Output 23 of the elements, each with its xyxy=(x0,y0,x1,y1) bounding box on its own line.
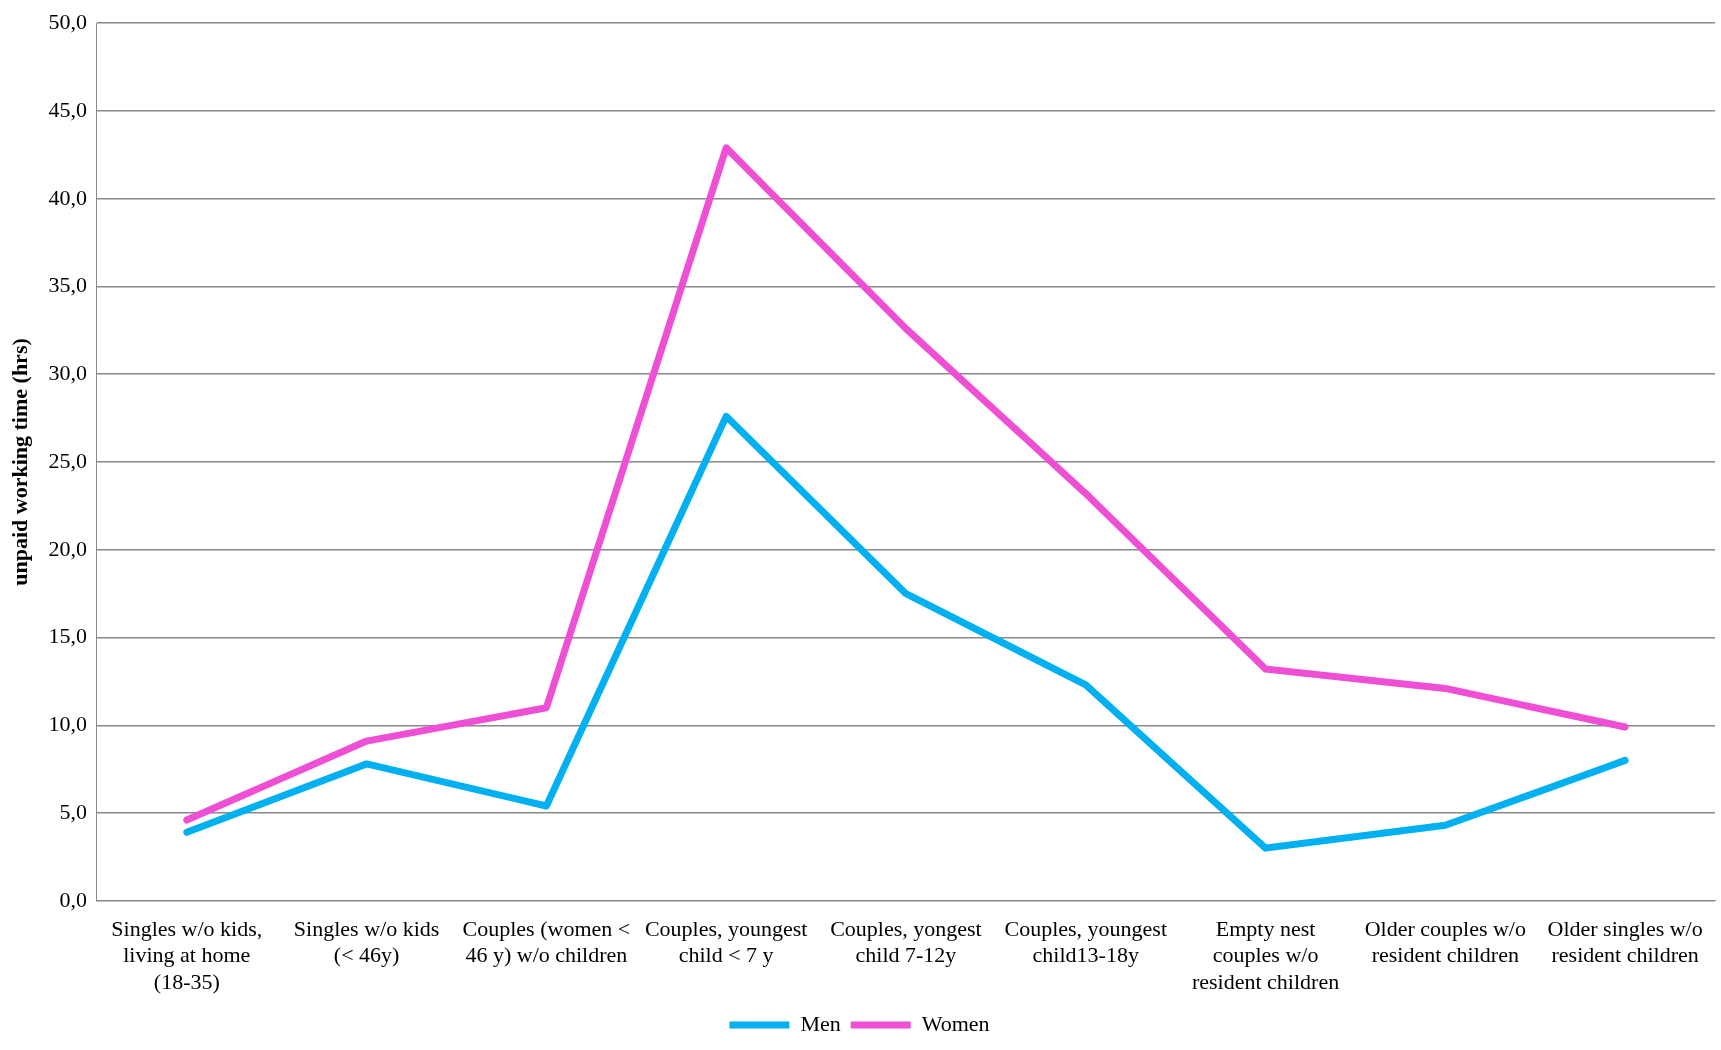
y-tick-label: 35,0 xyxy=(48,272,87,298)
x-tick-label: Empty nest couples w/o resident children xyxy=(1191,915,1340,994)
y-tick-label: 25,0 xyxy=(48,447,87,473)
legend-label: Men xyxy=(800,1010,841,1036)
x-tick-label: Couples (women < 46 y) w/o children xyxy=(462,915,631,968)
x-tick-label: Singles w/o kids, living at home (18-35) xyxy=(111,915,263,994)
x-tick-label: Couples, yongest child 7-12y xyxy=(830,915,982,968)
x-tick-label: Older singles w/o resident children xyxy=(1547,915,1703,968)
x-tick-label: Older couples w/o resident children xyxy=(1364,915,1526,968)
y-tick-label: 30,0 xyxy=(48,360,87,386)
x-tick-label: Couples, youngest child13-18y xyxy=(1004,915,1168,968)
y-tick-label: 10,0 xyxy=(48,711,87,737)
y-axis-title: unpaid working time (hrs) xyxy=(6,338,32,586)
y-tick-label: 50,0 xyxy=(48,8,87,34)
x-tick-label: Singles w/o kids (< 46y) xyxy=(293,915,440,968)
y-tick-label: 45,0 xyxy=(48,96,87,122)
legend-label: Women xyxy=(921,1010,990,1036)
y-tick-label: 15,0 xyxy=(48,623,87,649)
x-tick-label: Couples, youngest child < 7 y xyxy=(644,915,808,968)
y-tick-label: 20,0 xyxy=(48,535,87,561)
y-tick-label: 0,0 xyxy=(59,886,87,912)
y-tick-label: 40,0 xyxy=(48,184,87,210)
y-tick-label: 5,0 xyxy=(59,798,87,824)
